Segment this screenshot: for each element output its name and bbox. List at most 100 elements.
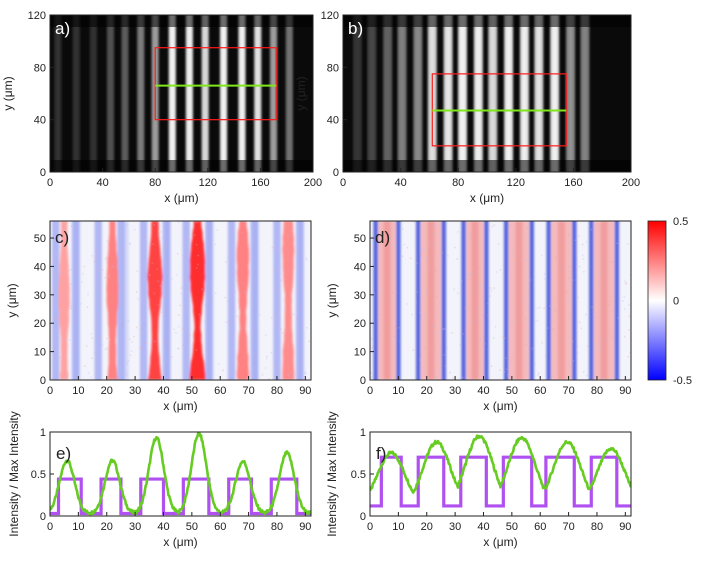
a-stripe-core <box>222 15 225 172</box>
c-noise-dot <box>206 255 208 258</box>
d-noise-dot <box>596 316 599 319</box>
a-ylabel: y (μm) <box>1 76 15 110</box>
c-noise-dot <box>189 333 191 336</box>
d-noise-dot <box>510 360 512 363</box>
c-noise-dot <box>305 257 308 259</box>
d-noise-dot <box>484 343 486 345</box>
d-noise-dot <box>616 242 618 245</box>
d-noise-dot <box>585 313 587 316</box>
d-noise-dot <box>508 248 510 251</box>
d-noise-dot <box>558 327 560 330</box>
d-noise-dot <box>567 277 570 280</box>
c-noise-dot <box>162 284 165 286</box>
d-noise-dot <box>467 274 470 276</box>
c-noise-dot <box>59 338 61 341</box>
e-xtick-label: 20 <box>101 521 113 533</box>
c-noise-dot <box>264 367 267 369</box>
f-ylabel: Intensity / Max Intensity <box>325 411 339 536</box>
c-panel-label: c) <box>55 228 69 247</box>
c-noise-dot <box>73 361 75 364</box>
b-stripe-core <box>370 15 373 172</box>
c-noise-dot <box>225 321 228 323</box>
d-xtick-label: 90 <box>619 385 631 397</box>
c-blue-edge <box>182 221 190 380</box>
f-plot <box>370 434 631 508</box>
d-noise-dot <box>597 281 600 283</box>
d-noise-dot <box>550 225 553 227</box>
d-noise-dot <box>513 246 515 248</box>
c-noise-dot <box>273 365 276 367</box>
c-noise-dot <box>116 375 118 378</box>
a-bottom-shade <box>50 160 313 172</box>
a-xlabel: x (μm) <box>164 191 198 205</box>
c-noise-dot <box>135 291 138 293</box>
c-noise-dot <box>53 360 56 363</box>
d-noise-dot <box>431 231 433 234</box>
d-noise-dot <box>447 255 449 257</box>
d-xtick-label: 60 <box>534 385 546 397</box>
c-noise-dot <box>250 225 253 228</box>
d-noise-dot <box>420 363 422 365</box>
c-noise-dot <box>164 311 167 313</box>
d-map-bg <box>370 221 631 380</box>
c-noise-dot <box>233 228 235 230</box>
d-red-band-core <box>600 221 608 380</box>
d-noise-dot <box>424 347 426 349</box>
c-noise-dot <box>139 347 142 349</box>
b-ytick-label: 120 <box>321 10 339 22</box>
d-noise-dot <box>416 262 419 265</box>
b-stripe-core <box>416 15 420 172</box>
d-noise-dot <box>453 288 455 291</box>
d-noise-dot <box>420 254 422 256</box>
d-noise-dot <box>525 344 527 346</box>
c-blue-halo <box>207 221 214 380</box>
c-noise-dot <box>177 348 179 350</box>
d-noise-dot <box>456 258 459 260</box>
c-noise-dot <box>67 279 69 281</box>
b-ytick-label: 40 <box>327 115 339 127</box>
f-xtick-label: 0 <box>367 521 373 533</box>
c-noise-dot <box>236 279 238 281</box>
d-noise-dot <box>546 327 549 329</box>
d-noise-dot <box>505 357 507 359</box>
c-noise-dot <box>105 256 108 259</box>
c-noise-dot <box>206 226 209 229</box>
c-noise-dot <box>63 376 66 378</box>
d-noise-dot <box>605 221 608 224</box>
d-noise-dot <box>566 298 569 300</box>
c-xtick-label: 30 <box>129 385 141 397</box>
d-noise-dot <box>570 360 573 362</box>
d-noise-dot <box>434 268 437 270</box>
d-noise-dot <box>502 335 505 338</box>
d-noise-dot <box>435 332 438 334</box>
c-red-stripe <box>58 221 70 380</box>
d-noise-dot <box>392 291 394 294</box>
c-noise-dot <box>280 328 282 330</box>
b-axes-frame <box>342 14 632 173</box>
d-noise-dot <box>574 239 576 241</box>
d-noise-dot <box>432 325 434 328</box>
d-noise-dot <box>435 375 438 378</box>
d-noise-dot <box>472 276 474 279</box>
c-noise-dot <box>91 357 93 359</box>
c-blue-halo <box>164 221 172 380</box>
d-noise-dot <box>504 371 506 373</box>
c-noise-dot <box>157 280 160 283</box>
d-noise-dot <box>603 257 605 259</box>
b-xtick-label: 40 <box>394 177 406 189</box>
d-ylabel: y (μm) <box>325 283 339 317</box>
d-noise-dot <box>582 371 585 373</box>
d-noise-dot <box>433 246 435 249</box>
c-red-stripe <box>106 221 119 380</box>
c-noise-dot <box>231 346 234 348</box>
f-xtick-label: 60 <box>534 521 546 533</box>
c-noise-dot <box>297 307 300 310</box>
b-ytick-label: 80 <box>327 62 339 74</box>
c-noise-dot <box>236 315 238 318</box>
c-noise-dot <box>182 263 184 265</box>
d-features <box>373 221 620 380</box>
a-xtick-label: 80 <box>149 177 161 189</box>
a-roi-rect <box>154 47 277 121</box>
c-noise-dot <box>224 296 227 299</box>
c-noise-dot <box>214 292 217 294</box>
